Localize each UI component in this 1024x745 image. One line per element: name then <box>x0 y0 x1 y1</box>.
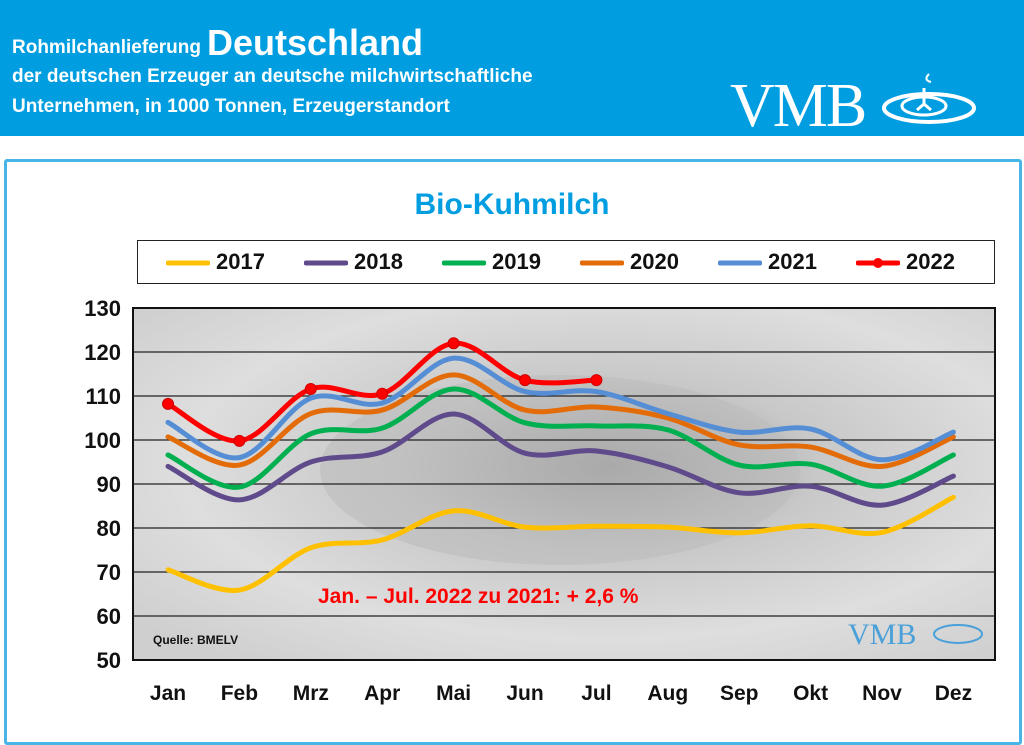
y-tick-label: 110 <box>86 384 122 409</box>
chart-title: Bio-Kuhmilch <box>414 188 610 221</box>
header-line1: Rohmilchanlieferung Deutschland <box>12 22 423 64</box>
data-point-2022 <box>233 434 246 447</box>
watermark-logo: VMB <box>848 618 916 651</box>
vmb-logo: VMB <box>730 70 979 142</box>
series-line-2019 <box>165 386 956 490</box>
series-line-2020 <box>165 372 956 469</box>
series-line-2021 <box>165 355 956 463</box>
header-line2: der deutschen Erzeuger an deutsche milch… <box>12 66 533 87</box>
legend-label: 2021 <box>768 249 817 274</box>
series-line-2017 <box>165 494 956 593</box>
legend-swatch <box>855 258 901 269</box>
x-tick-label: Mai <box>436 682 471 705</box>
legend-label: 2019 <box>492 249 541 274</box>
y-tick-label: 60 <box>97 604 121 629</box>
x-tick-label: Dez <box>935 682 972 705</box>
data-point-2022 <box>590 374 603 387</box>
y-tick-label: 50 <box>97 648 121 673</box>
y-tick-label: 130 <box>84 296 121 321</box>
legend-label: 2020 <box>630 249 679 274</box>
header-prefix: Rohmilchanlieferung <box>12 37 201 58</box>
x-tick-label: Jul <box>581 682 611 705</box>
legend-item-2017: 2017 <box>165 249 265 275</box>
legend-item-2021: 2021 <box>717 249 817 275</box>
y-tick-label: 120 <box>84 340 121 365</box>
source-label: Quelle: BMELV <box>153 633 238 647</box>
legend-swatch <box>165 260 211 266</box>
legend-label: 2017 <box>216 249 265 274</box>
x-tick-label: Jan <box>150 682 186 705</box>
data-point-2022 <box>447 337 460 350</box>
x-tick-label: Jun <box>506 682 543 705</box>
x-tick-label: Mrz <box>293 682 329 705</box>
legend-swatch <box>303 260 349 266</box>
legend-swatch <box>441 260 487 266</box>
legend-swatch <box>579 260 625 266</box>
legend-swatch <box>717 260 763 266</box>
x-tick-label: Apr <box>364 682 400 705</box>
y-tick-label: 90 <box>97 472 121 497</box>
header-banner: Rohmilchanlieferung Deutschland der deuts… <box>0 0 1024 140</box>
legend-item-2022: 2022 <box>855 249 955 275</box>
y-tick-label: 80 <box>97 516 121 541</box>
legend-label: 2018 <box>354 249 403 274</box>
legend: 2017 2018 2019 2020 2021 2022 <box>137 240 995 284</box>
x-tick-label: Feb <box>221 682 258 705</box>
data-point-2022 <box>304 382 317 395</box>
legend-item-2018: 2018 <box>303 249 403 275</box>
data-point-2022 <box>376 387 389 400</box>
header-country: Deutschland <box>206 22 424 63</box>
legend-item-2020: 2020 <box>579 249 679 275</box>
data-point-2022 <box>162 397 174 410</box>
x-tick-label: Aug <box>647 682 688 705</box>
x-tick-label: Okt <box>793 682 828 705</box>
series-line-2018 <box>165 411 956 508</box>
milk-drop-logo-icon <box>881 73 976 124</box>
legend-label: 2022 <box>906 249 955 274</box>
x-tick-label: Sep <box>720 682 759 705</box>
y-tick-label: 70 <box>97 560 121 585</box>
legend-item-2019: 2019 <box>441 249 541 275</box>
watermark-drop-icon <box>933 624 983 644</box>
header-line3: Unternehmen, in 1000 Tonnen, Erzeugersta… <box>12 96 450 117</box>
data-point-2022 <box>519 374 531 387</box>
annotation: Jan. – Jul. 2022 zu 2021: + 2,6 % <box>318 585 639 608</box>
x-tick-label: Nov <box>862 682 902 705</box>
y-tick-label: 100 <box>84 428 121 453</box>
